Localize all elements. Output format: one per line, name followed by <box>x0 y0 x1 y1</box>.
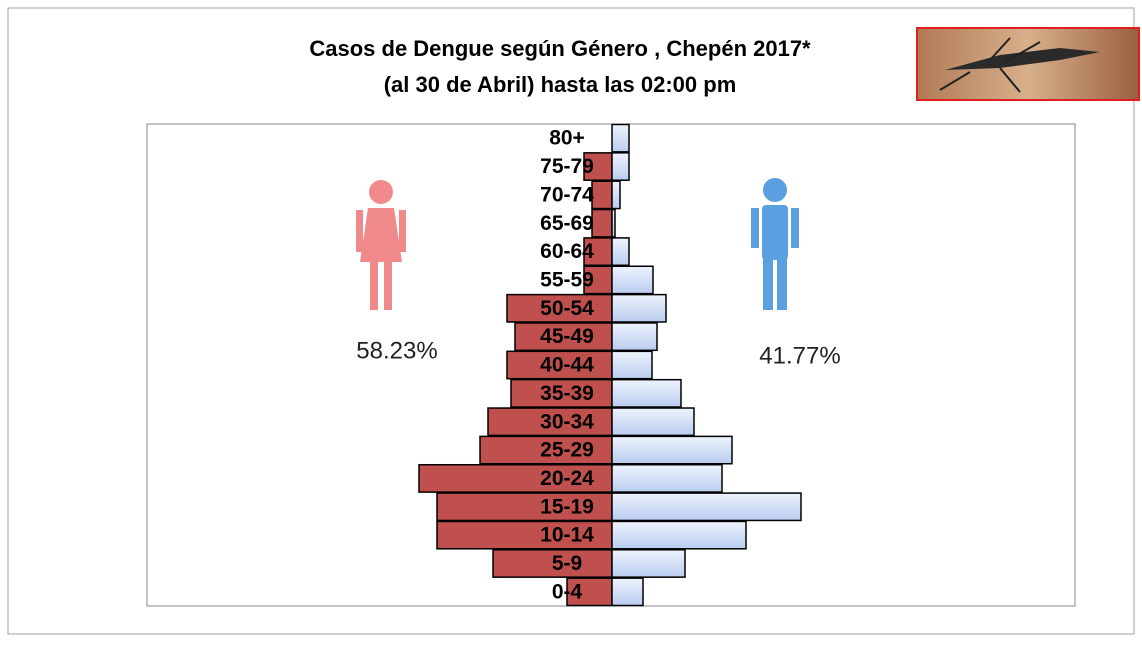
bar <box>436 492 613 522</box>
bar <box>591 180 613 210</box>
bar <box>611 577 644 607</box>
category-label: 30-34 <box>540 410 594 433</box>
bar <box>436 520 613 550</box>
bar <box>611 237 630 267</box>
bar <box>611 265 654 295</box>
category-label: 20-24 <box>540 467 594 490</box>
category-label: 80+ <box>549 127 585 150</box>
female-icon <box>356 180 406 310</box>
bar <box>611 435 733 465</box>
category-label: 70-74 <box>540 183 594 206</box>
male-icon <box>751 178 799 310</box>
category-label: 25-29 <box>540 439 594 462</box>
category-label: 75-79 <box>540 155 594 178</box>
category-label: 60-64 <box>540 240 594 263</box>
category-label: 35-39 <box>540 382 594 405</box>
category-label: 45-49 <box>540 325 594 348</box>
bar <box>611 152 630 181</box>
bar <box>611 123 630 153</box>
bar <box>611 520 747 550</box>
bar <box>479 435 613 465</box>
bar <box>611 208 616 238</box>
mosquito-image <box>916 27 1140 101</box>
category-label: 5-9 <box>552 552 582 575</box>
bar <box>591 208 613 238</box>
category-label: 15-19 <box>540 495 594 518</box>
bar <box>566 577 613 607</box>
bar <box>583 265 613 295</box>
bar <box>611 180 621 210</box>
category-label: 55-59 <box>540 268 594 291</box>
male-percent: 41.77% <box>759 342 840 369</box>
category-label: 0-4 <box>552 580 583 603</box>
category-label: 65-69 <box>540 212 594 235</box>
bar <box>611 322 658 352</box>
category-label: 40-44 <box>540 354 594 377</box>
bar <box>514 322 613 352</box>
bar <box>611 407 695 437</box>
chart-title: Casos de Dengue según Género , Chepén 20… <box>309 36 811 61</box>
bar <box>583 152 613 181</box>
bar <box>611 492 802 522</box>
bar <box>611 293 667 323</box>
bar <box>611 549 686 578</box>
bar <box>611 378 682 408</box>
chart-subtitle: (al 30 de Abril) hasta las 02:00 pm <box>384 72 737 97</box>
category-label: 10-14 <box>540 524 594 547</box>
bar <box>510 378 613 408</box>
bar <box>611 463 723 493</box>
bar <box>611 350 653 380</box>
female-percent: 58.23% <box>356 337 437 364</box>
category-label: 50-54 <box>540 297 594 320</box>
